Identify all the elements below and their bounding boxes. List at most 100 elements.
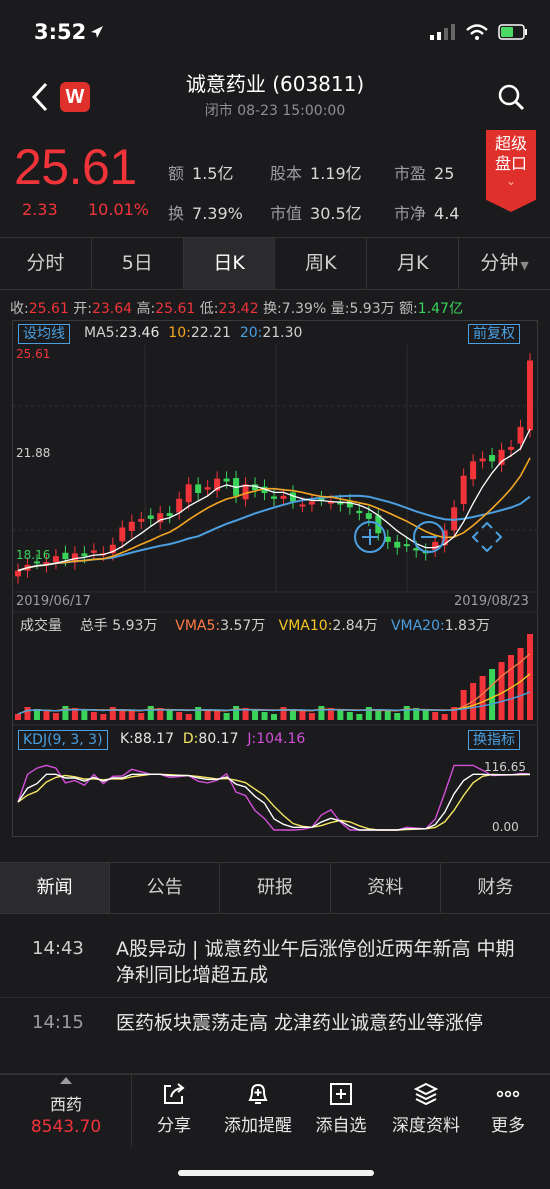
bell-plus-icon [248,1083,268,1104]
candle-body [261,486,268,493]
news-item[interactable]: 14:43 A股异动 | 诚意药业午后涨停创近两年新高 中期净利同比增超五成 [0,918,550,998]
candle-body [327,501,334,504]
candle-body [52,556,59,562]
news-time: 14:15 [32,1012,84,1033]
candlestick-series [15,353,533,584]
volume-bar [441,714,448,720]
volume-bar [271,714,277,720]
candle-body [271,496,277,499]
fullscreen-move-icon[interactable] [471,521,503,553]
tab-research[interactable]: 研报 [220,863,331,913]
adjust-price-button[interactable]: 前复权 [468,324,520,344]
add-marker-icon[interactable] [354,521,386,553]
candle-body [157,513,164,523]
candle-body [356,510,363,514]
news-time: 14:43 [32,938,84,959]
more-button[interactable]: 更多 [488,1081,528,1136]
last-price: 25.61 [14,139,137,195]
candle-body [470,461,477,480]
candle-body [147,515,154,519]
candle-body [289,492,296,502]
stat-shares: 股本 1.19亿 [270,164,362,183]
price-axis-low: 18.16 [16,548,51,562]
tab-daily-k[interactable]: 日K [183,238,276,289]
tab-news[interactable]: 新闻 [0,863,111,913]
volume-bar [185,714,192,720]
more-dots-icon [496,1090,520,1098]
add-watchlist-button[interactable]: 添自选 [312,1081,370,1136]
volume-bar [479,676,486,720]
volume-bar [346,712,353,720]
expand-up-icon [60,1077,72,1084]
home-indicator [178,1170,374,1176]
ma-legend: MA5:23.46 10:22.21 20:21.30 [84,325,303,341]
share-button[interactable]: 分享 [152,1081,196,1136]
price-change: 2.33 [22,200,58,219]
search-icon[interactable] [496,82,526,112]
volume-bar [517,648,524,720]
status-icons [430,24,528,40]
volume-bar [375,709,382,720]
deep-data-button[interactable]: 深度资料 [388,1081,464,1136]
candle-body [223,478,230,482]
volume-bar [384,711,391,720]
candle-body [33,561,40,564]
candle-body [81,553,88,557]
set-ma-button[interactable]: 设均线 [18,324,70,344]
candle-body [204,487,211,490]
news-title[interactable]: 医药板块震荡走高 龙津药业诚意药业等涨停 [116,1012,484,1034]
volume-bar [195,707,202,720]
cellular-signal-icon [430,24,455,40]
tab-intraday[interactable]: 分时 [0,238,92,289]
volume-bar [289,709,296,720]
volume-bar [413,708,420,720]
candle-body [432,541,439,550]
status-time: 3:52 [34,20,87,44]
volume-bar [318,706,325,720]
volume-bar [280,707,287,720]
candle-body [451,507,458,531]
tab-weekly-k[interactable]: 周K [275,238,368,289]
tab-financials[interactable]: 财务 [477,877,514,898]
kdj-j-line [17,764,531,831]
candle-body [299,504,306,507]
ma5-line [17,428,531,572]
tab-monthly-k[interactable]: 月K [367,238,460,289]
volume-bar [214,711,221,720]
kdj-d-line [17,773,531,831]
volume-bar [157,708,164,720]
news-item[interactable]: 14:15 医药板块震荡走高 龙津药业诚意药业等涨停 [0,998,550,1074]
nav-header: W 诚意药业 (603811) 闭市 08-23 15:00:00 [0,62,550,130]
volume-bar [498,662,505,720]
candle-body [252,484,259,491]
stat-pb: 市净 4.4 [394,204,460,223]
super-orderbook-button[interactable]: 超级 盘口 ⌄ [486,130,536,212]
wifi-icon [466,24,488,40]
volume-bar [356,714,363,720]
status-bar: 3:52 [0,0,550,62]
back-icon[interactable] [26,80,56,114]
layers-icon [413,1082,439,1106]
sector-index[interactable]: 西药 8543.70 [0,1075,132,1147]
tab-announcements[interactable]: 公告 [110,863,221,913]
switch-indicator-button[interactable]: 换指标 [468,730,520,750]
tab-5day[interactable]: 5日 [92,238,184,289]
volume-bar [15,714,21,720]
app-logo-icon: W [60,82,90,112]
volume-bar [43,711,50,720]
kline-chart-svg[interactable] [0,0,550,860]
volume-bar [308,713,315,720]
candle-body [460,475,467,504]
volume-bar [128,711,135,720]
candle-body [280,495,287,499]
add-alert-button[interactable]: 添加提醒 [220,1081,296,1136]
kline-chart-frame[interactable] [12,320,538,837]
news-title[interactable]: A股异动 | 诚意药业午后涨停创近两年新高 中期净利同比增超五成 [116,938,515,986]
volume-legend: 成交量 总手 5.93万 VMA5:3.57万 VMA10:2.84万 VMA2… [20,618,490,634]
candle-body [318,498,325,501]
kdj-indicator-label[interactable]: KDJ(9, 3, 3) [18,730,108,750]
tab-profile[interactable]: 资料 [331,863,441,913]
tab-minute[interactable]: 分钟 ▼ [480,252,529,274]
reduce-marker-icon[interactable] [413,521,445,553]
volume-bar [119,709,126,720]
